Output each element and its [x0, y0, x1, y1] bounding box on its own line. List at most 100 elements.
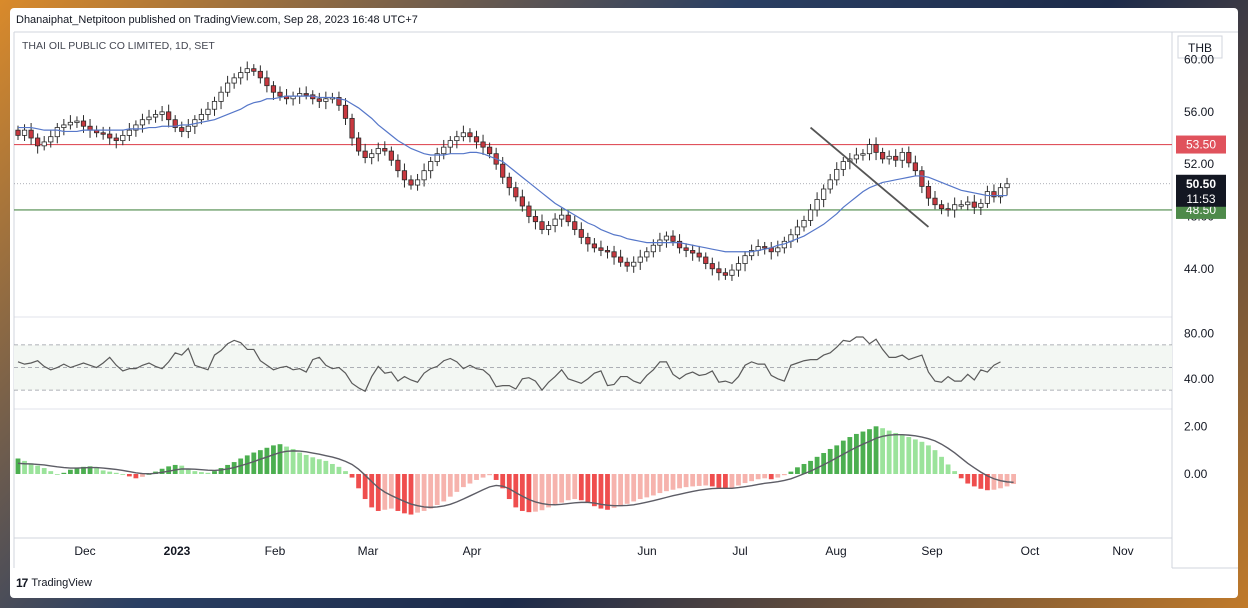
price-pane[interactable] — [14, 61, 1172, 281]
candle-body — [762, 246, 768, 249]
macd-hist-bar — [546, 474, 551, 508]
macd-hist-bar — [303, 454, 309, 474]
macd-hist-bar — [985, 474, 990, 491]
candle-body — [421, 170, 427, 181]
candle-body — [74, 120, 80, 123]
candle-body — [880, 151, 886, 160]
candle-body — [716, 268, 722, 274]
candle-body — [893, 155, 899, 161]
last-price-badge — [1176, 174, 1226, 207]
candle-body — [722, 272, 729, 276]
candle-body — [775, 247, 781, 253]
candle-body — [35, 137, 41, 147]
macd-hist-bar — [212, 471, 217, 474]
macd-pane[interactable] — [15, 426, 1016, 515]
trendline — [809, 126, 930, 228]
footer[interactable]: 17 TradingView — [16, 576, 92, 590]
candle-body — [860, 153, 866, 156]
brand-name: TradingView — [31, 577, 92, 589]
symbol-legend[interactable]: THAI OIL PUBLIC CO LIMITED, 1D, SET — [22, 40, 215, 52]
macd-hist-bar — [356, 474, 361, 489]
macd-hist-bar — [251, 452, 257, 474]
candle-body — [454, 136, 460, 142]
rsi-pane[interactable] — [14, 336, 1172, 393]
currency-box[interactable] — [1177, 35, 1223, 59]
time-tick-label: Mar — [358, 544, 379, 558]
candle-body — [545, 225, 552, 230]
macd-hist-bar — [958, 474, 964, 479]
candle-body — [925, 185, 932, 199]
macd-hist-bar — [388, 474, 394, 509]
macd-hist-bar — [899, 434, 905, 474]
candle-body — [650, 244, 656, 253]
candle-body — [853, 154, 860, 160]
candle-body — [912, 162, 918, 172]
macd-hist-bar — [428, 474, 434, 509]
candle-body — [938, 204, 945, 210]
macd-hist-bar — [814, 456, 820, 474]
macd-hist-bar — [742, 474, 748, 484]
candle-body — [238, 72, 244, 79]
candle-body — [126, 129, 132, 136]
candle-body — [742, 255, 748, 264]
candle-body — [61, 124, 67, 128]
price-tick-label: 44.00 — [1184, 262, 1214, 276]
candle-body — [945, 208, 951, 211]
candle-body — [224, 82, 231, 93]
candle-body — [205, 108, 211, 115]
macd-hist-bar — [736, 474, 741, 486]
candle-body — [185, 125, 191, 132]
macd-hist-bar — [650, 474, 656, 496]
candle-body — [369, 153, 375, 159]
moving-average-line — [18, 95, 1008, 253]
candle-body — [821, 188, 827, 200]
macd-hist-bar — [480, 474, 486, 478]
macd-hist-bar — [323, 460, 329, 474]
macd-hist-bar — [48, 471, 54, 474]
macd-hist-bar — [526, 474, 532, 513]
macd-hist-bar — [349, 474, 355, 478]
candle-body — [480, 141, 486, 148]
candle-body — [827, 179, 833, 190]
candle-body — [218, 91, 224, 102]
macd-hist-bar — [631, 474, 637, 502]
macd-hist-bar — [74, 468, 80, 474]
macd-hist-bar — [637, 474, 643, 500]
chart-canvas[interactable]: THB 44.0048.0052.0056.0060.0053.5048.505… — [10, 8, 1238, 598]
macd-hist-bar — [926, 445, 931, 474]
candle-body — [382, 148, 388, 152]
price-tick-label: 60.00 — [1184, 53, 1214, 67]
candle-body — [526, 205, 532, 217]
candle-body — [408, 179, 414, 186]
macd-hist-bar — [657, 474, 663, 494]
candle-body — [703, 256, 709, 264]
candle-body — [277, 91, 283, 97]
price-tick-label: 52.00 — [1184, 157, 1214, 171]
candle-body — [971, 201, 977, 208]
macd-hist-bar — [808, 460, 813, 474]
candle-body — [572, 221, 578, 230]
candle-body — [54, 127, 60, 138]
candle-body — [15, 129, 21, 136]
macd-hist-bar — [513, 474, 519, 508]
candle-body — [48, 136, 54, 143]
macd-hist-bar — [493, 474, 499, 480]
candle-body — [362, 150, 368, 159]
macd-tick-label: 2.00 — [1184, 419, 1208, 433]
macd-hist-bar — [284, 446, 289, 474]
candle-body — [120, 134, 126, 142]
macd-hist-bar — [81, 466, 86, 474]
macd-hist-bar — [605, 474, 610, 510]
candle-body — [611, 251, 617, 258]
candle-body — [591, 243, 598, 249]
candle-body — [67, 121, 74, 126]
macd-hist-bar — [68, 469, 73, 474]
macd-hist-bar — [415, 474, 420, 513]
macd-hist-bar — [454, 474, 460, 492]
candle-body — [840, 161, 846, 170]
macd-hist-bar — [500, 474, 506, 489]
macd-hist-bar — [94, 468, 99, 474]
time-tick-label: Jun — [637, 544, 656, 558]
macd-hist-bar — [395, 474, 401, 511]
chart-card: Dhanaiphat_Netpitoon published on Tradin… — [10, 8, 1238, 598]
